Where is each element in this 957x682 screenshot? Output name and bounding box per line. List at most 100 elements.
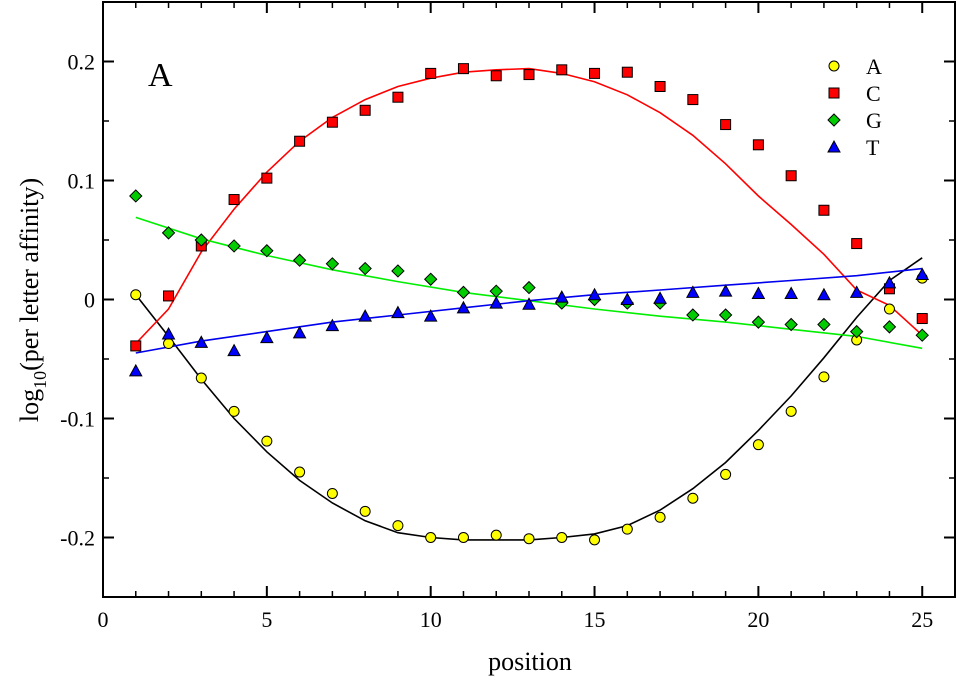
data-point-c [556, 64, 568, 76]
data-point-c [589, 67, 601, 79]
legend-label-a: A [866, 54, 882, 79]
data-point-t [456, 300, 471, 314]
data-point-g [718, 308, 733, 322]
data-point-c [425, 67, 437, 79]
data-point-c [261, 172, 273, 184]
data-point-a [490, 529, 502, 541]
data-point-t [784, 286, 798, 300]
data-point-a [818, 371, 830, 383]
data-point-t [522, 297, 536, 310]
data-point-t [325, 318, 340, 332]
data-point-g [817, 317, 831, 332]
y-axis-title: log10(per letter affinity) [15, 178, 50, 422]
data-point-c [457, 63, 469, 75]
data-point-a [228, 405, 240, 417]
data-point-c [687, 94, 699, 106]
data-point-t [751, 286, 766, 300]
legend-marker-g [827, 113, 841, 127]
data-point-a [261, 435, 273, 447]
data-markers [128, 63, 930, 546]
data-point-g [292, 253, 307, 267]
data-point-t [587, 287, 602, 301]
data-point-t [686, 285, 700, 298]
x-tick-label: 0 [98, 607, 109, 632]
x-tick-label: 20 [747, 607, 769, 632]
fit-curve-c [135, 67, 923, 345]
data-point-a [720, 468, 732, 480]
x-tick-label: 5 [261, 607, 272, 632]
data-point-g [784, 317, 798, 332]
data-point-c [359, 104, 371, 116]
data-point-a [752, 439, 764, 451]
data-point-c [392, 91, 404, 103]
y-axis-title-prefix: log [15, 389, 44, 422]
data-point-a [523, 533, 535, 545]
data-point-t [227, 343, 241, 357]
y-tick-label: 0 [84, 288, 95, 313]
legend-label-t: T [866, 135, 880, 160]
data-point-c [294, 135, 306, 147]
data-point-t [161, 326, 176, 340]
y-tick-label: -0.2 [60, 526, 95, 551]
data-point-g [915, 328, 929, 342]
data-point-t [915, 267, 930, 281]
data-point-c [621, 66, 633, 78]
data-point-a [294, 466, 306, 478]
data-point-a [130, 289, 142, 301]
data-point-a [621, 523, 633, 535]
data-point-t [391, 305, 405, 319]
x-tick-label: 10 [420, 607, 442, 632]
legend-label-c: C [866, 81, 881, 106]
data-point-a [883, 303, 895, 315]
data-point-a [687, 492, 699, 504]
data-point-a [163, 338, 175, 350]
legend-marker-c [828, 87, 840, 99]
data-point-t [653, 291, 667, 304]
data-point-c [490, 70, 502, 82]
data-point-c [752, 139, 764, 151]
data-point-a [359, 505, 371, 517]
data-point-a [392, 520, 404, 532]
data-point-a [654, 511, 666, 523]
data-point-g [358, 261, 372, 276]
data-point-g [522, 280, 536, 295]
y-tick-label: -0.1 [60, 407, 95, 432]
data-point-t [358, 309, 372, 322]
data-point-c [785, 170, 797, 182]
data-point-c [720, 119, 732, 131]
data-point-t [128, 363, 143, 377]
y-tick-label: 0.2 [68, 50, 96, 75]
data-point-a [195, 372, 207, 384]
data-point-c [326, 116, 338, 128]
data-point-c [523, 69, 535, 81]
data-point-g [391, 264, 405, 278]
data-point-a [326, 487, 338, 499]
data-point-g [161, 226, 176, 240]
data-point-c [916, 313, 928, 325]
data-point-g [194, 233, 209, 247]
data-point-a [425, 532, 437, 543]
data-point-g [129, 189, 143, 203]
data-point-g [686, 308, 700, 322]
data-point-t [292, 325, 307, 339]
data-point-t [423, 309, 438, 322]
data-point-a [457, 532, 469, 543]
data-point-g [260, 244, 274, 258]
data-point-t [817, 287, 831, 301]
x-tick-label: 15 [584, 607, 606, 632]
data-point-c [654, 80, 666, 92]
data-point-t [554, 290, 569, 303]
data-point-t [260, 330, 274, 344]
data-point-g [325, 257, 340, 271]
legend-marker-t [827, 139, 841, 153]
data-point-a [556, 532, 568, 543]
panel-label: A [148, 57, 173, 94]
x-axis-title: position [488, 647, 572, 676]
data-point-a [589, 534, 601, 546]
data-point-c [228, 194, 240, 206]
legend-marker-a [828, 60, 840, 72]
data-point-c [130, 340, 142, 352]
data-point-g [423, 272, 438, 286]
